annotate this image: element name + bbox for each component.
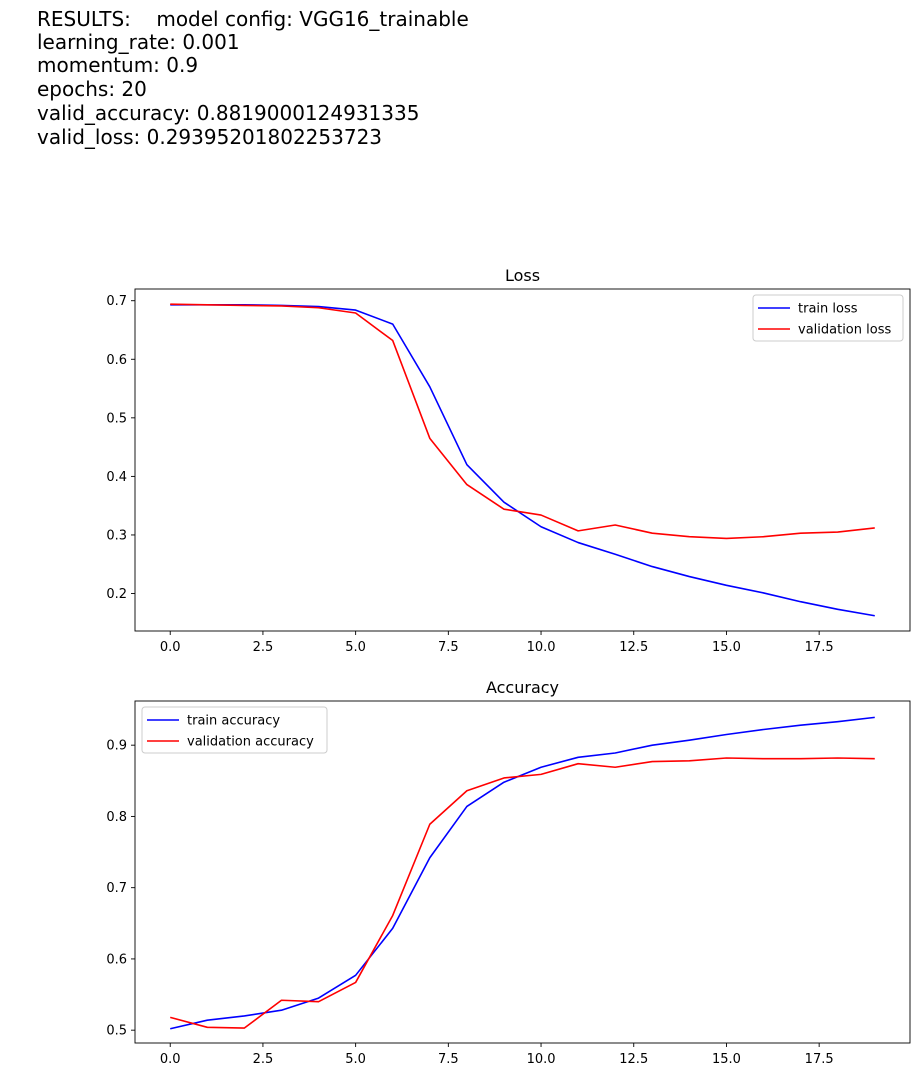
results-line-valid-loss: valid_loss: 0.29395201802253723 [37,125,382,149]
accuracy-x-tick-label: 17.5 [805,1052,834,1067]
loss-y-tick-label: 0.2 [106,587,127,602]
loss-x-tick-label: 12.5 [619,640,648,655]
loss-legend-box [752,294,904,342]
loss-y-tick-label: 0.5 [106,411,127,426]
loss-legend-validation-label: validation loss [798,323,891,338]
loss-x-tick-label: 15.0 [712,640,741,655]
accuracy-x-tick-label: 10.0 [527,1052,556,1067]
loss-y-tick-label: 0.3 [106,528,127,543]
loss-y-tick-label: 0.7 [106,294,127,309]
accuracy-y-tick-label: 0.8 [106,810,127,825]
loss-series-validation-line [170,303,875,540]
accuracy-legend-box [141,706,328,754]
loss-x-tick-label: 2.5 [253,640,274,655]
loss-x-tick-label: 10.0 [527,640,556,655]
accuracy-y-tick-label: 0.9 [106,739,127,754]
loss-x-tick-label: 5.0 [345,640,366,655]
accuracy-series-train-line [170,716,875,1030]
loss-x-tick-label: 0.0 [160,640,181,655]
accuracy-x-tick-label: 2.5 [253,1052,274,1067]
results-line-learning-rate: learning_rate: 0.001 [37,30,240,54]
loss-y-tick-label: 0.6 [106,353,127,368]
loss-legend: train loss validation loss [752,294,904,342]
results-line-momentum: momentum: 0.9 [37,53,198,77]
loss-plot: Loss 0.0 2.5 5.0 7.5 10.0 12.5 15.0 17.5 0.2 0.3 0.… [106,266,911,655]
results-line-config: RESULTS: model config: VGG16_trainable [37,7,469,31]
accuracy-y-tick-label: 0.7 [106,881,127,896]
accuracy-x-tick-label: 7.5 [438,1052,459,1067]
accuracy-y-tick-label: 0.5 [106,1024,127,1039]
results-line-valid-accuracy: valid_accuracy: 0.8819000124931335 [37,101,419,125]
accuracy-x-tick-label: 5.0 [345,1052,366,1067]
accuracy-y-tick-label: 0.6 [106,952,127,967]
accuracy-legend-validation-label: validation accuracy [187,735,314,750]
results-header: RESULTS: model config: VGG16_trainable l… [37,7,469,149]
accuracy-x-tick-label: 0.0 [160,1052,181,1067]
accuracy-x-tick-label: 12.5 [619,1052,648,1067]
loss-y-tick-label: 0.4 [106,470,127,485]
loss-x-tick-label: 7.5 [438,640,459,655]
loss-legend-train-label: train loss [798,302,858,317]
accuracy-axes-frame [134,700,911,1044]
accuracy-x-tick-label: 15.0 [712,1052,741,1067]
loss-axes-frame [134,288,911,632]
accuracy-plot: Accuracy 0.0 2.5 5.0 7.5 10.0 12.5 15.0 17.5 0.5 0… [106,678,911,1067]
results-line-epochs: epochs: 20 [37,77,147,101]
accuracy-plot-title: Accuracy [486,678,559,697]
accuracy-legend-train-label: train accuracy [187,714,280,729]
accuracy-series-validation-line [170,757,875,1029]
loss-plot-title: Loss [505,266,540,285]
accuracy-legend: train accuracy validation accuracy [141,706,328,754]
loss-x-tick-label: 17.5 [805,640,834,655]
